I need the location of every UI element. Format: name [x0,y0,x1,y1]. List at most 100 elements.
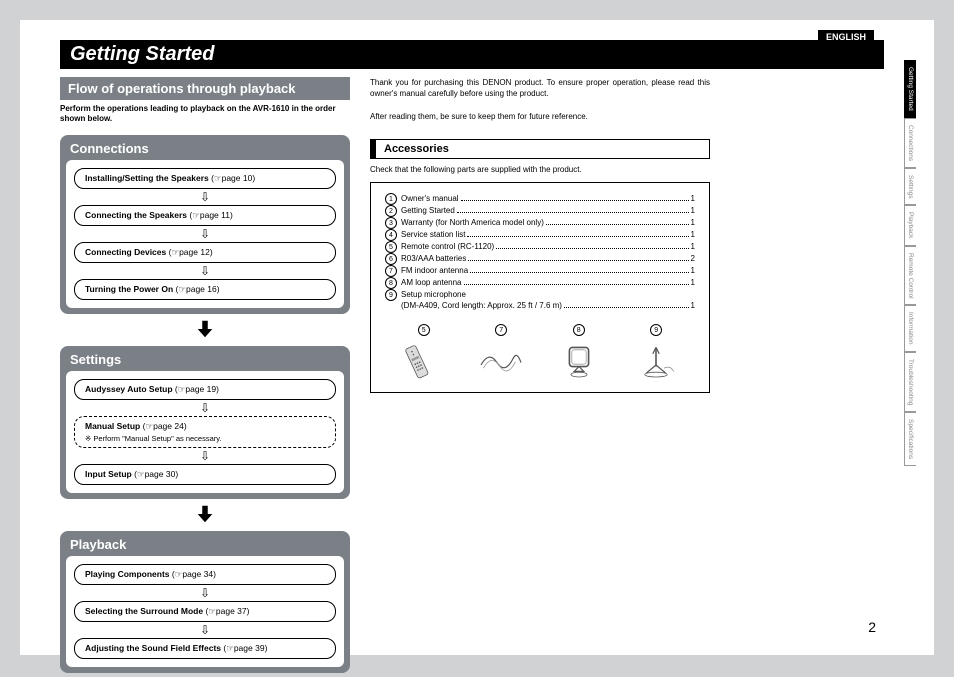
flow-step: Audyssey Auto Setup (☞page 19) [74,379,336,400]
accessories-list: 1Owner's manual12Getting Started13Warran… [385,193,695,301]
step-note: ※ Perform "Manual Setup" as necessary. [85,434,325,443]
acc-number: 8 [385,277,397,289]
acc-qty: 1 [691,205,695,217]
accessories-box: 1Owner's manual12Getting Started13Warran… [370,182,710,393]
side-tabs: Getting Started Connections Settings Pla… [904,60,920,466]
acc-sub-qty: 1 [691,301,695,310]
accessory-line: 7 FM indoor antenna 1 [385,265,695,277]
acc-label: Remote control (RC-1120) [401,241,494,253]
illus-fm-antenna: 7 [477,324,525,382]
flow-step: Input Setup (☞page 30) [74,464,336,485]
side-tab-troubleshooting[interactable]: Troubleshooting [904,352,916,412]
accessory-line: 3Warranty (for North America model only)… [385,217,695,229]
acc-number: 7 [385,265,397,277]
flow-heading: Flow of operations through playback [60,77,350,100]
step-ref: (☞page 12) [169,247,213,257]
acc-qty: 2 [691,253,695,265]
acc-label: AM loop antenna [401,277,462,289]
flow-step: Selecting the Surround Mode (☞page 37) [74,601,336,622]
loop-antenna-icon [555,342,603,380]
accessories-illustrations: 5 7 [385,324,695,382]
step-label: Input Setup [85,469,132,479]
side-tab-connections[interactable]: Connections [904,118,916,168]
section-body: Playing Components (☞page 34) ⇩ Selectin… [66,556,344,667]
section-title: Connections [66,141,344,160]
flow-step: Connecting Devices (☞page 12) [74,242,336,263]
acc-qty: 1 [691,277,695,289]
acc-label: FM indoor antenna [401,265,468,277]
arrow-big-icon [60,318,350,342]
side-tab-settings[interactable]: Settings [904,168,916,206]
acc-sub-label: (DM-A409, Cord length: Approx. 25 ft / 7… [401,301,562,310]
content-columns: Flow of operations through playback Perf… [60,77,884,677]
flow-step: Connecting the Speakers (☞page 11) [74,205,336,226]
flow-section-connections: Connections Installing/Setting the Speak… [60,135,350,314]
remote-icon [400,342,448,380]
flow-section-playback: Playback Playing Components (☞page 34) ⇩… [60,531,350,673]
acc-number: 5 [385,241,397,253]
step-label: Adjusting the Sound Field Effects [85,643,221,653]
step-ref: (☞page 11) [189,210,232,220]
accessory-line: 4Service station list1 [385,229,695,241]
illus-remote: 5 [400,324,448,382]
acc-number: 4 [385,229,397,241]
illus-num: 9 [650,324,662,336]
arrow-down-icon: ⇩ [74,587,336,599]
side-tab-getting-started[interactable]: Getting Started [904,60,916,118]
step-ref: (☞page 37) [205,606,249,616]
acc-label: R03/AAA batteries [401,253,466,265]
side-tab-specifications[interactable]: Specifications [904,412,916,466]
arrow-down-icon: ⇩ [74,228,336,240]
manual-page: ENGLISH Getting Started Flow of operatio… [20,20,934,655]
acc-label: Setup microphone [401,289,466,301]
side-tab-remote[interactable]: Remote Control [904,246,916,306]
left-column: Flow of operations through playback Perf… [60,77,350,677]
illus-num: 7 [495,324,507,336]
flow-step: Turning the Power On (☞page 16) [74,279,336,300]
flow-step: Playing Components (☞page 34) [74,564,336,585]
section-title: Playback [66,537,344,556]
acc-qty: 1 [691,217,695,229]
mic-icon [632,342,680,380]
illus-num: 5 [418,324,430,336]
right-column: Thank you for purchasing this DENON prod… [370,77,710,677]
side-tab-playback[interactable]: Playback [904,205,916,245]
arrow-down-icon: ⇩ [74,624,336,636]
illus-am-loop: 8 [555,324,603,382]
arrow-down-icon: ⇩ [74,450,336,462]
acc-number: 2 [385,205,397,217]
step-label: Playing Components [85,569,170,579]
acc-qty: 1 [691,241,695,253]
side-tab-information[interactable]: Information [904,305,916,352]
page-title: Getting Started [60,40,884,69]
accessory-line: 2 Getting Started 1 [385,205,695,217]
section-body: Audyssey Auto Setup (☞page 19) ⇩ Manual … [66,371,344,493]
step-ref: (☞page 30) [134,469,178,479]
acc-label: Getting Started [401,205,455,217]
step-label: Audyssey Auto Setup [85,384,173,394]
accessory-line: 9Setup microphone [385,289,695,301]
acc-label: Owner's manual [401,193,459,205]
arrow-down-icon: ⇩ [74,265,336,277]
step-ref: (☞page 10) [211,173,255,183]
arrow-big-icon [60,503,350,527]
arrow-down-icon: ⇩ [74,191,336,203]
acc-qty: 1 [691,229,695,241]
keep-reference-text: After reading them, be sure to keep them… [370,111,710,122]
step-label: Turning the Power On [85,284,173,294]
acc-qty: 1 [691,265,695,277]
section-title: Settings [66,352,344,371]
step-label: Installing/Setting the Speakers [85,173,209,183]
thank-you-text: Thank you for purchasing this DENON prod… [370,77,710,99]
flow-step: Adjusting the Sound Field Effects (☞page… [74,638,336,659]
accessory-line: 8 AM loop antenna 1 [385,277,695,289]
step-ref: (☞page 24) [143,421,187,431]
accessory-line: 6R03/AAA batteries2 [385,253,695,265]
acc-qty: 1 [691,193,695,205]
language-tag: ENGLISH [818,30,874,44]
accessory-line: 1 Owner's manual 1 [385,193,695,205]
step-label: Manual Setup [85,421,140,431]
acc-number: 1 [385,193,397,205]
step-label: Connecting the Speakers [85,210,187,220]
illus-setup-mic: 9 [632,324,680,382]
